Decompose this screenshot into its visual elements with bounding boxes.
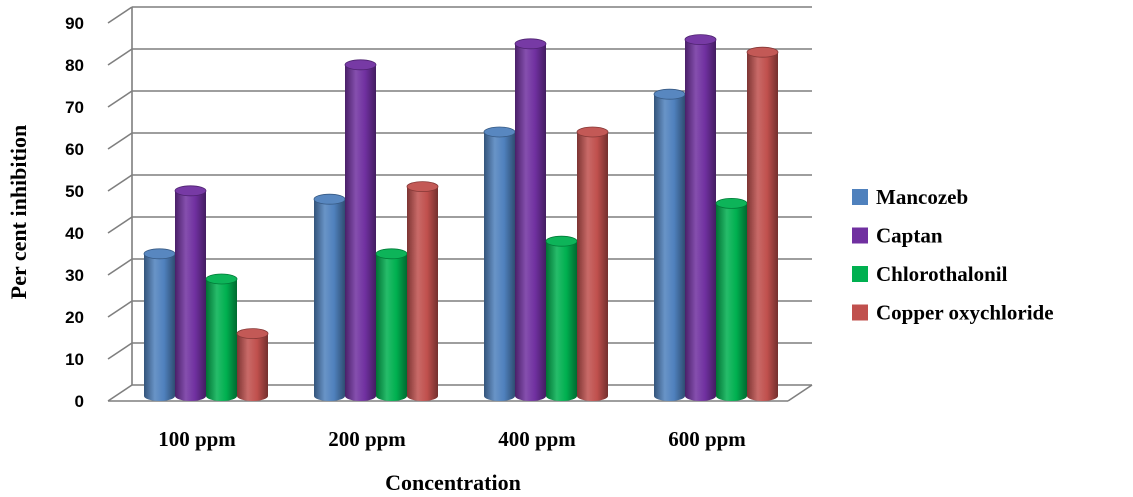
- bar-body: [237, 333, 268, 401]
- gridline-side: [107, 6, 133, 24]
- bar-chlorothalonil: [205, 273, 238, 402]
- bar-top: [514, 38, 547, 50]
- bar-copper-oxychloride: [406, 181, 439, 402]
- y-tick-label: 80: [65, 56, 84, 75]
- bar-top: [653, 88, 686, 100]
- bar-captan: [684, 34, 717, 402]
- y-tick-label: 20: [65, 308, 84, 327]
- bar-copper-oxychloride: [746, 46, 779, 402]
- y-tick-label: 40: [65, 224, 84, 243]
- floor-edge-side: [787, 384, 813, 402]
- x-tick-label: 400 ppm: [498, 427, 576, 451]
- legend-swatch: [852, 304, 868, 321]
- bar-top: [746, 46, 779, 58]
- bar-body: [484, 132, 515, 402]
- y-tick-label: 10: [65, 350, 84, 369]
- bar-top: [174, 185, 207, 197]
- bar-top: [236, 328, 269, 340]
- legend-item: Copper oxychloride: [852, 301, 1054, 325]
- bar-mancozeb: [143, 248, 176, 402]
- gridline-side: [107, 342, 133, 360]
- bar-top: [545, 235, 578, 247]
- gridline-side: [107, 384, 133, 402]
- gridline-side: [107, 132, 133, 150]
- y-tick-label: 60: [65, 140, 84, 159]
- legend-swatch: [852, 227, 868, 244]
- legend-swatch: [852, 266, 868, 282]
- bar-body: [546, 241, 577, 402]
- bar-mancozeb: [653, 88, 686, 402]
- bar-body: [376, 253, 407, 402]
- x-axis-ticks: 100 ppm 200 ppm 400 ppm 600 ppm: [158, 427, 746, 451]
- bar-chlorothalonil: [715, 197, 748, 402]
- bars: [143, 34, 779, 402]
- gridline-side: [107, 174, 133, 192]
- y-tick-label: 50: [65, 182, 84, 201]
- bar-body: [747, 52, 778, 402]
- bar-body: [175, 190, 206, 402]
- y-tick-label: 0: [75, 392, 84, 411]
- y-tick-label: 90: [65, 14, 84, 33]
- bar-top: [406, 181, 439, 193]
- bar-captan: [344, 59, 377, 402]
- bar-mancozeb: [483, 126, 516, 402]
- bar-body: [577, 132, 608, 402]
- legend: Mancozeb Captan Chlorothalonil Copper oxych…: [852, 185, 1054, 325]
- y-axis-title: Per cent inhibition: [6, 125, 31, 299]
- y-tick-label: 70: [65, 98, 84, 117]
- y-axis-ticks: 0 10 20 30 40 50 60 70 80 90: [65, 14, 84, 411]
- gridline-side: [107, 258, 133, 276]
- bar-copper-oxychloride: [576, 126, 609, 402]
- legend-label: Copper oxychloride: [876, 301, 1054, 325]
- legend-item: Mancozeb: [852, 185, 968, 209]
- bar-body: [685, 39, 716, 402]
- bar-body: [144, 253, 175, 402]
- bar-chlorothalonil: [375, 248, 408, 402]
- bar-top: [715, 197, 748, 209]
- gridline-side: [107, 300, 133, 318]
- x-axis-title: Concentration: [385, 470, 521, 495]
- bar-captan: [514, 38, 547, 402]
- bar-body: [206, 279, 237, 402]
- gridline-side: [107, 216, 133, 234]
- bar-top: [684, 34, 717, 45]
- x-tick-label: 600 ppm: [668, 427, 746, 451]
- legend-swatch: [852, 189, 868, 205]
- y-tick-label: 30: [65, 266, 84, 285]
- bar-top: [143, 248, 176, 260]
- bar-body: [345, 64, 376, 402]
- bar-body: [407, 186, 438, 402]
- legend-label: Captan: [876, 224, 943, 248]
- bar-body: [314, 199, 345, 402]
- bar-top: [344, 59, 377, 71]
- gridline-side: [107, 90, 133, 108]
- bar-body: [654, 94, 685, 402]
- x-tick-label: 200 ppm: [328, 427, 406, 451]
- bar-mancozeb: [313, 193, 346, 402]
- bar-captan: [174, 185, 207, 402]
- x-tick-label: 100 ppm: [158, 427, 236, 451]
- legend-label: Mancozeb: [876, 185, 968, 209]
- bar-body: [515, 43, 546, 402]
- bar-top: [483, 126, 516, 138]
- legend-item: Captan: [852, 224, 943, 248]
- gridline-side: [107, 48, 133, 66]
- legend-item: Chlorothalonil: [852, 262, 1008, 286]
- legend-label: Chlorothalonil: [876, 262, 1008, 286]
- bar-top: [375, 248, 408, 260]
- bar-chlorothalonil: [545, 235, 578, 402]
- bar-top: [313, 193, 346, 205]
- bar-body: [716, 203, 747, 402]
- bar-copper-oxychloride: [236, 328, 269, 401]
- bar-top: [576, 126, 609, 138]
- bar-top: [205, 273, 238, 285]
